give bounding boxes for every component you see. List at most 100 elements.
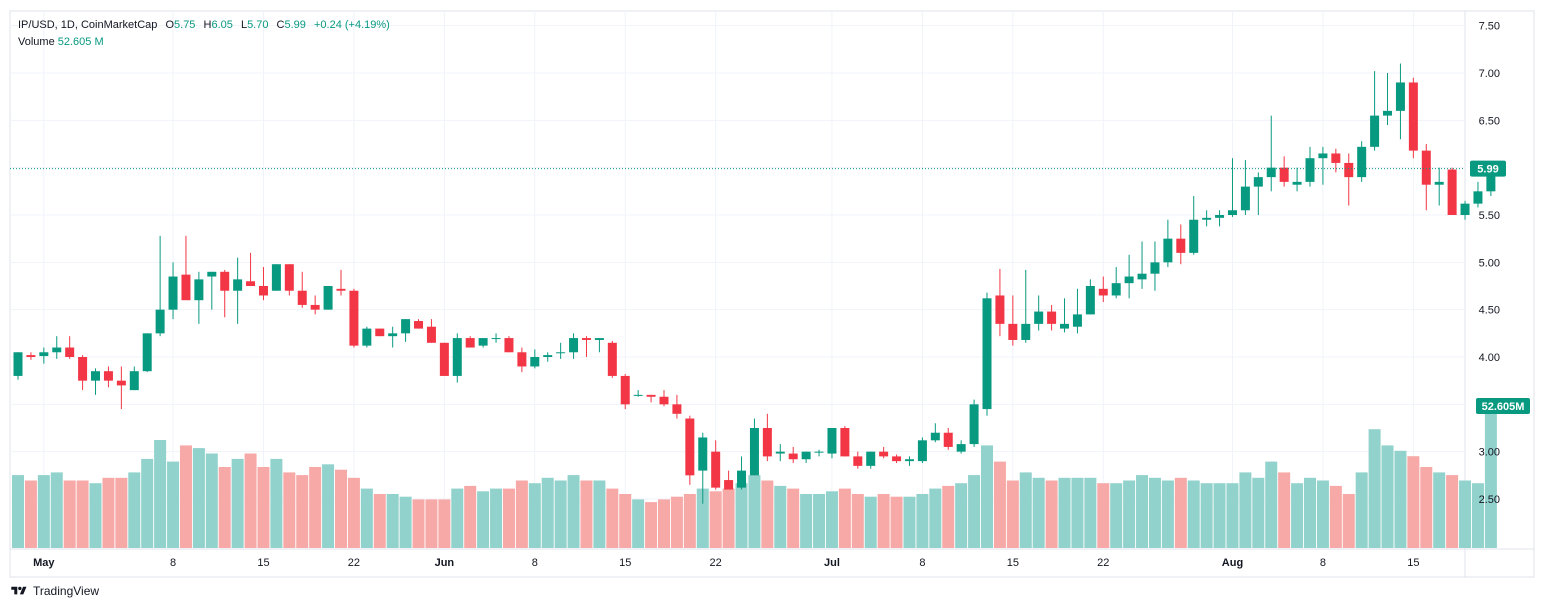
volume-bar [981,445,993,548]
candle-body [168,276,178,310]
candle-body [452,338,462,376]
candle-body [1292,181,1302,185]
candle-body [504,338,514,353]
volume-bar [606,488,619,548]
x-tick-label: May [33,557,55,569]
candle-body [827,428,837,454]
y-tick-label: 7.00 [1479,68,1500,80]
candle-body [698,437,708,471]
candle-body [853,456,863,466]
volume-bar [1071,477,1084,548]
volume-bar [231,458,244,548]
volume-bar [1006,480,1019,548]
candle-body [517,352,527,367]
x-tick-label: 15 [1007,557,1019,569]
candle-body [1331,153,1341,163]
candle-body [749,428,759,476]
volume-bar [645,502,658,548]
volume-bar [825,491,838,548]
volume-bar [838,488,851,548]
candle-body [866,451,876,466]
volume-bar [1110,483,1123,548]
x-tick-label: Jun [435,557,455,569]
candle-body [284,264,294,291]
candle-body [271,264,281,291]
candle-body [594,338,604,340]
candle-body [1357,146,1367,178]
candle-body [1060,323,1070,329]
x-tick-label: 22 [348,557,360,569]
candle-body [323,286,333,310]
volume-bar [1123,480,1136,548]
candle-body [917,440,927,462]
volume-bar [490,488,503,548]
volume-bar [567,475,580,548]
volume-bar [1471,483,1484,548]
volume-bar [37,475,50,548]
candle-body [1021,323,1031,340]
volume-bar [851,494,864,548]
volume-bar [722,488,735,548]
volume-bar [1342,494,1355,548]
volume-bar [800,494,813,548]
volume-bar [451,488,464,548]
candle-body [207,271,217,277]
candle-body [465,338,475,348]
volume-bar [1226,483,1239,548]
volume-bar [696,488,709,548]
volume-bar [632,499,645,548]
volume-bar [1304,477,1316,548]
volume-bar [1161,480,1174,548]
svg-text:52.605M: 52.605M [1482,401,1525,413]
volume-bar [141,458,154,548]
volume-bar [1368,429,1381,548]
candle-body [1124,276,1134,284]
tradingview-brand[interactable]: TradingView [10,584,99,598]
ohlc-row: IP/USD, 1D, CoinMarketCap O5.75 H6.05 L5… [18,17,390,34]
volume-bar [735,483,748,548]
candle-body [879,451,889,457]
candle-body [142,333,152,372]
symbol-info: IP/USD, 1D, CoinMarketCap [18,19,158,31]
candle-body [246,281,256,286]
volume-bar [515,480,528,548]
volume-bar [1355,472,1368,548]
volume-bar [1459,480,1472,548]
candle-body [1318,153,1328,159]
volume-bar [24,480,37,548]
candle-body [1421,150,1431,185]
volume-bar [916,494,929,548]
candle-body [1047,311,1057,324]
y-tick-label: 5.50 [1479,210,1500,222]
volume-bar [813,494,826,548]
candle-body [103,371,113,381]
volume-bar [309,467,322,548]
volume-bar [670,496,683,548]
candle-body [904,459,914,462]
high-label: H [203,19,212,31]
volume-bar [890,496,903,548]
x-tick-label: Aug [1222,557,1243,569]
volume-bar [63,480,76,548]
candle-body [1253,177,1263,187]
candle-body [1163,238,1173,263]
candle-body [233,279,243,291]
volume-bar [244,453,257,548]
candle-body [491,338,501,340]
volume-bar [322,464,335,548]
brand-name: TradingView [33,584,100,598]
volume-bar [1252,477,1265,548]
low-label: L [240,19,248,31]
volume-bar [347,477,360,548]
volume-bar [955,483,968,548]
volume-bar [580,480,593,548]
open-value: 5.75 [174,19,196,31]
candle-body [1034,311,1044,324]
candle-body [1383,110,1393,116]
candle-body [659,396,669,405]
candle-body [194,279,204,301]
candle-body [258,286,268,296]
candle-body [1370,115,1380,147]
volume-bar [748,475,761,548]
